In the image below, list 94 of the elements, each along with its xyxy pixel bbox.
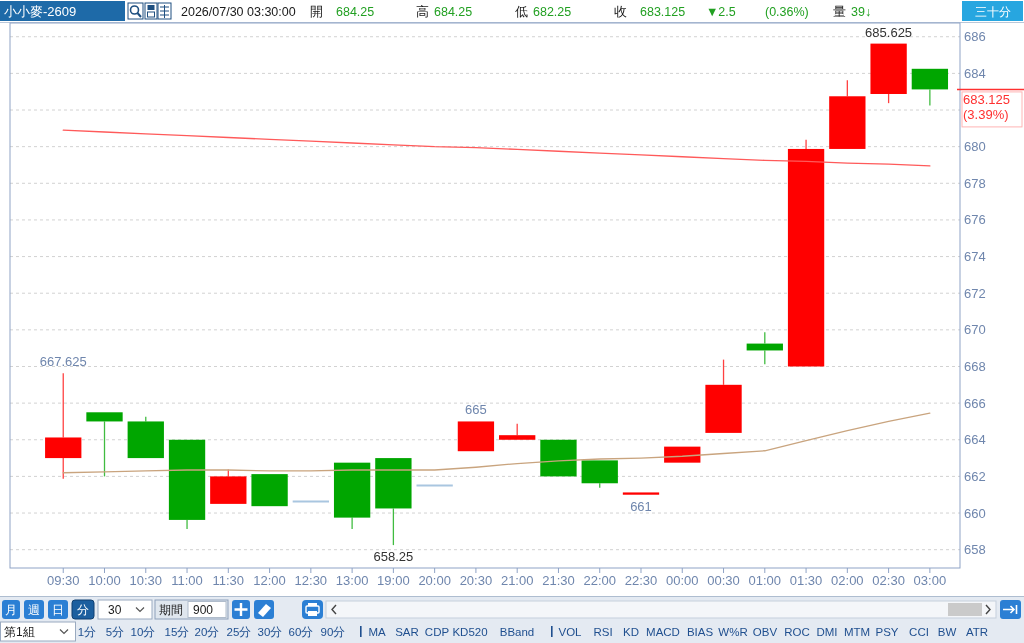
y-tick-label: 672 — [964, 285, 986, 301]
indicator-label: MACD — [646, 626, 680, 638]
x-tick-label: 09:30 — [46, 573, 80, 588]
y-tick-label: 668 — [964, 359, 986, 374]
header-text: 39↓ — [851, 5, 872, 19]
indicator-label: ROC — [784, 626, 810, 638]
indicator-label: VOL — [558, 626, 582, 638]
indicator-label: CCI — [909, 626, 929, 638]
x-tick-label: 22:30 — [624, 573, 658, 588]
indicator-label: KD520 — [452, 626, 488, 638]
indicator-label: MTM — [843, 626, 871, 638]
indicator-label: W%R — [718, 626, 748, 638]
button-label: 分 — [77, 603, 89, 617]
indicator-label: 15分 — [164, 626, 190, 638]
button-label: 月 — [5, 603, 17, 617]
y-tick-label: 676 — [964, 212, 986, 228]
header-text: 收 — [614, 5, 627, 19]
x-tick-label: 11:00 — [171, 573, 203, 588]
indicator-label: PSY — [875, 626, 899, 638]
header-text: 684.25 — [434, 5, 473, 19]
indicator-label: ATR — [965, 626, 989, 638]
x-tick-label: 12:30 — [294, 573, 328, 588]
y-tick-label: 684 — [964, 65, 986, 81]
y-tick-label: 662 — [964, 468, 986, 484]
data-label: 661 — [630, 498, 652, 514]
y-tick-label: 660 — [964, 505, 986, 521]
header-text: 2026/07/30 03:30:00 — [181, 5, 296, 19]
header-text: 高 — [416, 5, 429, 19]
header-text: 量 — [833, 5, 846, 19]
indicator-label: 90分 — [320, 626, 346, 638]
indicator-label: BIAS — [686, 626, 714, 638]
indicator-label: CDP — [424, 626, 450, 638]
x-tick-label: 21:00 — [500, 573, 534, 588]
x-tick-label: 01:30 — [789, 573, 823, 588]
header-text: 684.25 — [336, 5, 375, 19]
indicator-label: KD — [623, 626, 639, 638]
x-tick-label: 02:30 — [872, 573, 905, 588]
indicator-label: MA — [368, 626, 386, 638]
input-value: 900 — [193, 603, 214, 617]
header-text: ▼2.5 — [706, 5, 736, 19]
title: 小小麥-2609 — [4, 4, 77, 19]
y-tick-label: 686 — [964, 29, 986, 45]
x-tick-label: 10:00 — [88, 573, 121, 588]
x-tick-label: 22:00 — [583, 573, 616, 588]
y-tick-label: 664 — [964, 432, 986, 448]
data-label: 658.25 — [373, 549, 414, 565]
header-text: 低 — [515, 5, 528, 19]
y-tick-label: 658 — [964, 542, 986, 558]
dropdown-label: 30 — [108, 603, 122, 617]
indicator-label: RSI — [593, 626, 613, 638]
indicator-label: 20分 — [194, 626, 220, 638]
button-label: 日 — [52, 603, 64, 617]
x-tick-label: 20:00 — [418, 573, 451, 588]
data-label: 665 — [465, 402, 487, 418]
ref-line-label: (3.39%) — [963, 107, 1009, 123]
ref-line-label: 683.125 — [963, 92, 1010, 108]
indicator-label: 5分 — [105, 626, 125, 638]
indicator-label: 60分 — [288, 626, 314, 638]
x-tick-label: 20:30 — [459, 573, 493, 588]
dropdown-label: 第1組 — [4, 625, 35, 639]
field-label: 期間 — [159, 603, 183, 617]
indicator-label: SAR — [395, 626, 419, 638]
indicator-label: 10分 — [130, 626, 156, 638]
indicator-label: BW — [937, 626, 957, 638]
x-tick-label: 10:30 — [129, 573, 163, 588]
indicator-label: OBV — [752, 626, 778, 638]
button-label: 週 — [28, 603, 40, 617]
header-text: 682.25 — [533, 5, 572, 19]
indicator-label: 30分 — [257, 626, 283, 638]
x-tick-label: 01:00 — [748, 573, 782, 588]
y-tick-label: 666 — [964, 395, 986, 411]
indicator-label: BBand — [499, 626, 535, 638]
x-tick-label: 21:30 — [542, 573, 575, 588]
header-text: (0.36%) — [765, 5, 809, 19]
x-tick-label: 00:30 — [707, 573, 740, 588]
x-tick-label: 13:00 — [335, 573, 369, 588]
y-tick-label: 674 — [964, 249, 986, 265]
x-tick-label: 19:00 — [377, 573, 410, 588]
x-tick-label: 02:00 — [831, 573, 864, 588]
x-tick-label: 12:00 — [253, 573, 286, 588]
indicator-label: DMI — [816, 626, 838, 638]
y-tick-label: 680 — [964, 139, 986, 155]
indicator-label: 25分 — [226, 626, 252, 638]
y-tick-label: 670 — [964, 322, 986, 338]
header-text: 開 — [310, 5, 323, 19]
header-text: 683.125 — [640, 5, 686, 19]
x-tick-label: 00:00 — [666, 573, 699, 588]
data-label: 667.625 — [39, 354, 87, 370]
x-tick-label: 03:00 — [913, 573, 947, 588]
y-tick-label: 678 — [964, 175, 986, 191]
indicator-label: 1分 — [77, 626, 97, 638]
header-button-label: 三十分 — [974, 4, 1011, 19]
x-tick-label: 11:30 — [212, 573, 245, 588]
data-label: 685.625 — [865, 24, 913, 40]
